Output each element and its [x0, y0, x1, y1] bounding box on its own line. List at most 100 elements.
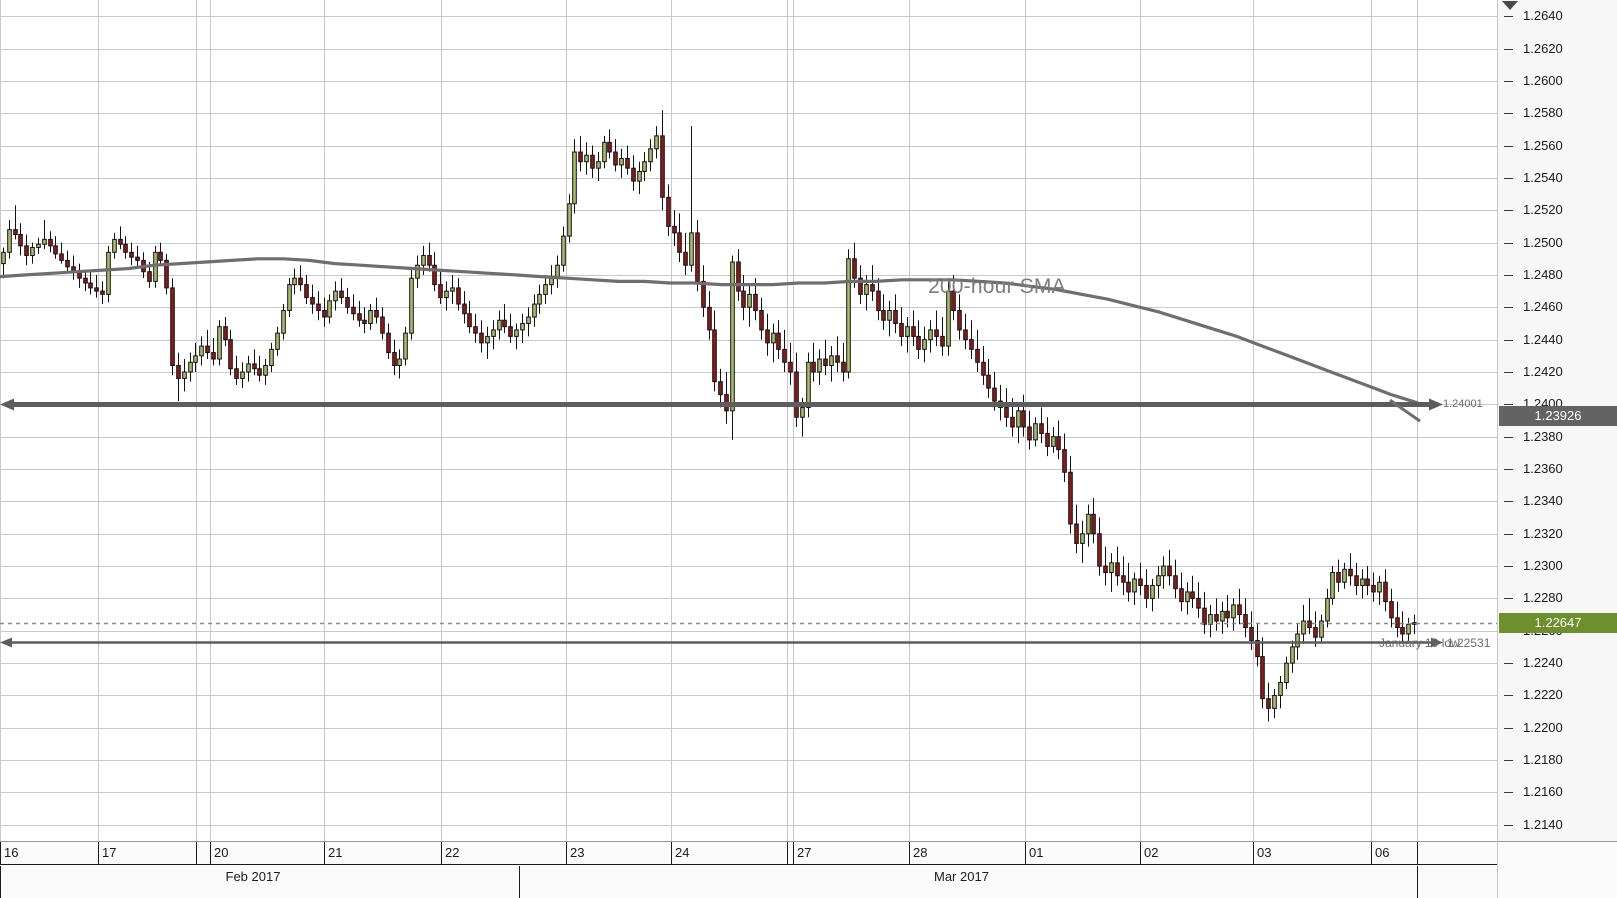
candle-body	[712, 329, 717, 383]
candle-body	[776, 332, 781, 350]
candle-body	[252, 363, 257, 370]
candle-body	[992, 387, 997, 402]
candle-body	[1266, 698, 1271, 709]
candle-body	[1278, 682, 1283, 696]
candle-body	[916, 335, 921, 350]
time-axis-tick-label: 27	[797, 845, 812, 860]
candle-body	[1045, 432, 1050, 447]
candle-body	[876, 290, 881, 312]
candle-body	[1295, 633, 1300, 648]
candle-body	[1086, 513, 1091, 535]
candle-body	[48, 238, 53, 247]
candle-body	[368, 310, 373, 324]
candle-body	[887, 310, 892, 321]
time-axis[interactable]: 16 17 20 21 22 23 24 27 28 01 02 03 06 Feb 2017 Mar 2…	[0, 841, 1497, 898]
candle-body	[473, 326, 478, 334]
candle-body	[1220, 610, 1225, 622]
tick-divider	[98, 842, 99, 865]
candle-body	[1307, 620, 1312, 629]
candle-body	[578, 151, 583, 163]
candle-body	[1068, 471, 1073, 525]
tick-dash	[1504, 80, 1513, 82]
month-divider	[519, 866, 520, 898]
tick-dash	[1504, 371, 1513, 373]
candle-body	[170, 287, 175, 367]
candle-body	[1138, 578, 1143, 586]
month-divider	[1417, 866, 1418, 898]
month-label: Feb 2017	[225, 869, 281, 884]
candle-body	[1325, 597, 1330, 622]
candle-body	[794, 371, 799, 418]
tick-dash	[1504, 48, 1513, 50]
candle-body	[637, 170, 642, 182]
candle-body	[1313, 627, 1318, 638]
candle-body	[922, 339, 927, 350]
candle-body	[1202, 607, 1207, 625]
candle-body	[1214, 614, 1219, 622]
tick-divider	[324, 842, 325, 865]
right-arrow-icon	[1431, 637, 1443, 648]
candle-body	[846, 258, 851, 373]
tick-dash	[1504, 210, 1513, 212]
tick-divider	[1417, 842, 1418, 865]
candle-body	[1132, 578, 1137, 593]
candle-body	[351, 306, 356, 315]
candle-body	[497, 319, 502, 331]
candle-body	[1161, 565, 1166, 577]
tick-divider	[909, 842, 910, 865]
price-axis-tick-label: 1.2640	[1523, 8, 1563, 24]
candle-body	[689, 232, 694, 266]
candle-body	[147, 271, 152, 282]
tick-divider	[0, 842, 1, 865]
candle-body	[1097, 533, 1102, 567]
candle-body	[817, 358, 822, 373]
candle-body	[864, 284, 869, 295]
candle-body	[1, 251, 6, 265]
candle-body	[409, 277, 414, 334]
price-axis[interactable]: 1.2640 1.2620 1.2600 1.2580 1.2560 1.2540 1.25…	[1497, 0, 1617, 841]
candle-body	[852, 258, 857, 279]
candle-body	[893, 310, 898, 324]
time-axis-tick-label: 23	[570, 845, 585, 860]
candle-body	[782, 348, 787, 363]
candle-body	[1389, 601, 1394, 619]
price-axis-tick-label: 1.2200	[1523, 719, 1563, 735]
reference-lines	[0, 398, 1497, 648]
candle-body	[631, 167, 636, 182]
candle-body	[1016, 410, 1021, 428]
candle-body	[182, 371, 187, 379]
candle-body	[281, 310, 286, 334]
candle-body	[1319, 620, 1324, 638]
candle-body	[747, 293, 752, 308]
candle-body	[1185, 591, 1190, 603]
candle-body	[415, 264, 420, 279]
candle-body	[1284, 662, 1289, 684]
tick-dash	[1504, 792, 1513, 794]
candle-body	[870, 284, 875, 292]
candle-body	[1377, 581, 1382, 593]
candle-body	[65, 259, 70, 268]
candle-body	[1173, 575, 1178, 590]
candle-body	[18, 234, 23, 247]
candle-body	[975, 348, 980, 363]
candle-body	[1033, 423, 1038, 441]
candle-body	[1365, 578, 1370, 586]
candle-body	[36, 243, 41, 248]
triangle-down-icon[interactable]	[1502, 1, 1518, 10]
candle-body	[625, 157, 630, 169]
candle-body	[357, 313, 362, 321]
candle-body	[858, 277, 863, 295]
tick-divider	[210, 842, 211, 865]
sma-line	[0, 257, 1419, 405]
chart-plot-area[interactable]: 200-hour SMA 1.24001 January 19 low 1.22…	[0, 0, 1497, 841]
candlestick-series	[1, 109, 1417, 722]
candle-body	[800, 407, 805, 418]
sma-annotation-label: 200-hour SMA	[928, 275, 1066, 298]
candle-body	[223, 326, 228, 341]
left-arrow-icon	[0, 398, 14, 411]
candle-body	[118, 238, 123, 245]
candle-body	[228, 339, 233, 370]
candle-body	[736, 261, 741, 292]
candle-body	[205, 345, 210, 354]
candle-body	[269, 348, 274, 367]
